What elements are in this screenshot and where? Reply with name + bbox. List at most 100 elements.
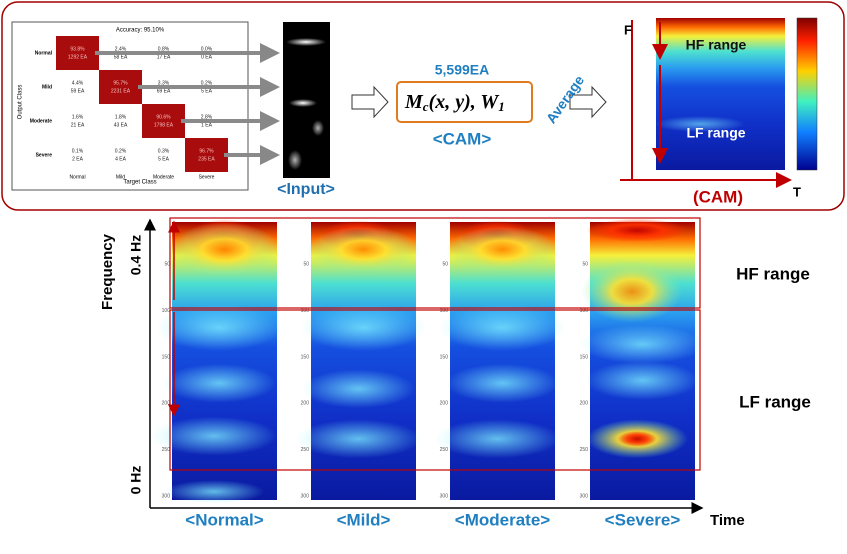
matrix-cell-text: 96.7% [199,148,214,154]
matrix-x-label: Target Class [123,180,156,186]
matrix-cell-text: 0.3% [158,148,170,154]
top-frame [1,1,845,211]
colorbar [796,17,818,171]
matrix-title: Accuracy: 95.10% [116,28,165,34]
arrow [351,85,389,119]
matrix-cell-text: 5 EA [158,156,170,162]
matrix-col-label: Moderate [153,174,174,180]
matrix-cell-text: 93.8% [70,46,85,52]
input-blob [289,99,317,107]
f-label: F [624,22,632,37]
heat-spot [163,479,265,504]
frequency-label: Frequency [99,233,116,310]
panel-tick-label: 100 [301,308,310,314]
matrix-cell-text: 2.4% [115,46,127,52]
lf-box [169,309,701,471]
panel-tick-label: 50 [303,262,309,268]
lf-label: LF range [686,125,745,141]
matrix-cell-text: 0.8% [158,46,170,52]
panel-tick-label: 150 [301,354,310,360]
matrix-row-label: Mild [42,84,52,90]
hf-label: HF range [736,264,810,283]
input-blob [286,38,326,46]
panel-tick-label: 300 [301,493,310,499]
heat-spot [434,419,561,459]
panel-tick-label: 200 [440,401,449,407]
matrix-col-label: Severe [199,174,215,180]
panel-tick-label: 200 [162,401,171,407]
cam-label: <CAM> [433,129,492,148]
panel-tick-label: 50 [164,262,170,268]
formula: Mc(x, y), W1 [404,91,505,114]
matrix-cell-text: 21 EA [71,122,85,128]
matrix-cell [185,138,228,172]
matrix-cell-text: 4 EA [115,156,127,162]
lf-label: LF range [739,392,811,411]
matrix-cell [142,104,185,138]
panel-tick-label: 250 [580,447,589,453]
input-blob [288,150,302,170]
panel-tick-label: 200 [301,401,310,407]
matrix-row-label: Moderate [30,118,52,124]
input-label: <Input> [277,181,335,198]
panel-tick-label: 150 [580,354,589,360]
matrix-cell-text: 0.0% [201,46,213,52]
matrix-cell-text: 5 EA [201,88,213,94]
matrix-cell-text: 4.4% [72,80,84,86]
heat-spot [295,419,422,459]
matrix-cell-text: 0.2% [115,148,127,154]
matrix-cell-text: 1 EA [201,122,213,128]
matrix-cell-text: 3.3% [158,80,170,86]
input-blob [312,120,324,136]
heat-spot [579,324,706,364]
matrix-col-label: Mild [116,174,125,180]
heat-spot [439,304,566,351]
matrix-cell-text: 69 EA [157,88,171,94]
class-label: <Normal> [185,510,263,529]
heat-spot [156,304,283,351]
formula-part: M [404,91,424,113]
matrix-cell-text: 0 EA [201,54,213,60]
cam-caption: (CAM) [693,187,743,206]
matrix-cell-text: 90.6% [156,114,171,120]
heat-spot [301,369,415,409]
panel-tick-label: 150 [440,354,449,360]
matrix-cell-text: 2231 EA [111,88,131,94]
panel-tick-label: 300 [580,493,589,499]
low-freq-label: 0 Hz [128,466,144,495]
panel-tick-label: 100 [580,308,589,314]
heat-spot [151,416,277,456]
matrix-cell-text: 1292 EA [68,54,88,60]
matrix-cell-text: 1.8% [115,114,127,120]
matrix-cell [56,36,99,70]
formula-sub: c [423,99,429,114]
matrix-cell-text: 17 EA [157,54,171,60]
heat-spot [586,218,688,243]
formula-box [396,81,533,123]
class-label: <Moderate> [455,510,550,529]
panel-tick-label: 250 [440,447,449,453]
matrix-row-label: Severe [36,152,53,158]
matrix-cell-text: 43 EA [114,122,128,128]
matrix-cell-text: 95.7% [113,80,128,86]
heat-spot [445,226,560,274]
formula-sub: 1 [498,99,505,114]
panel-tick-label: 200 [580,401,589,407]
panel-tick-label: 300 [162,493,171,499]
panel-tick-label: 300 [440,493,449,499]
matrix-cell-text: 2 EA [72,156,84,162]
hf-box [169,217,701,309]
panel-tick-label: 150 [162,354,171,360]
sample-count: 5,599EA [435,62,489,78]
heat-spot [581,260,683,323]
matrix-cell-text: 0.1% [72,148,84,154]
heat-spot [306,226,421,274]
arrow [569,85,607,119]
hf-label: HF range [686,37,747,53]
panel-tick-label: 50 [582,262,588,268]
t-label: T [793,184,801,199]
heat-spot [167,222,282,278]
panel-tick-label: 50 [442,262,448,268]
matrix-col-label: Normal [69,174,85,180]
heat-spot [300,304,427,351]
